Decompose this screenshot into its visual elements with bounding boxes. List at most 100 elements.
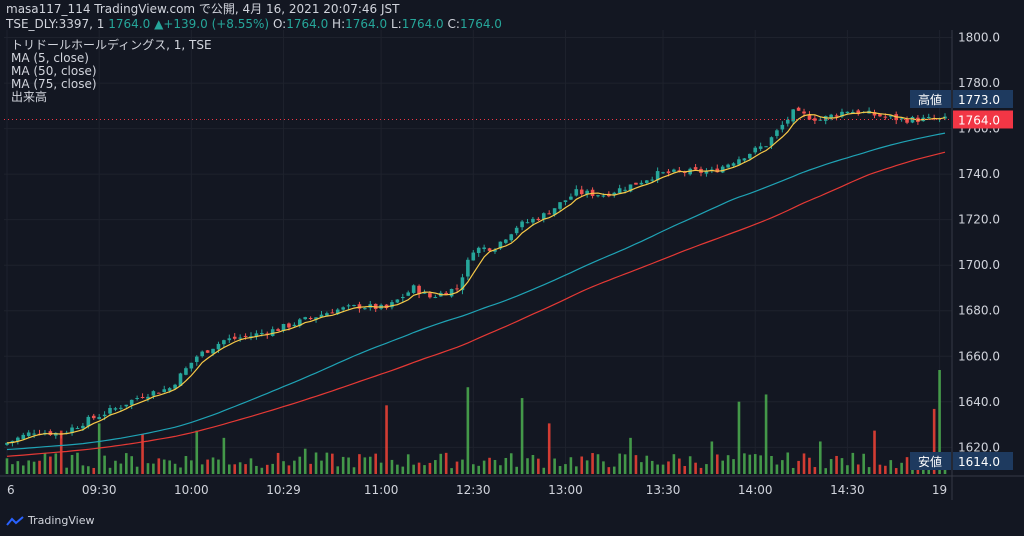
candle-body xyxy=(672,169,676,172)
legend-ma5[interactable]: MA (5, close) xyxy=(11,51,89,65)
candle-body xyxy=(466,259,470,277)
low-badge-label-bg xyxy=(910,452,951,470)
candle-body xyxy=(905,118,909,123)
volume-bar xyxy=(504,457,508,474)
volume-bar xyxy=(558,466,562,474)
candle-body xyxy=(194,356,199,362)
candle-body xyxy=(238,337,242,339)
candle-body xyxy=(444,292,448,296)
candle-body xyxy=(775,130,779,136)
volume-bar xyxy=(157,458,161,474)
volume-bar xyxy=(16,461,20,474)
y-tick-label: 1800.0 xyxy=(958,31,1000,45)
volume-bar xyxy=(629,437,632,474)
candle-body xyxy=(840,111,844,117)
volume-bar xyxy=(575,466,578,474)
volume-bar xyxy=(97,423,101,474)
y-tick-label: 1740.0 xyxy=(958,167,1000,181)
volume-bar xyxy=(894,468,898,474)
candle-body xyxy=(569,196,573,200)
legend-ma75[interactable]: MA (75, close) xyxy=(11,77,97,91)
volume-bar xyxy=(200,464,204,474)
volume-bar xyxy=(444,452,448,474)
volume-bar xyxy=(390,459,394,474)
volume-bar xyxy=(471,464,475,474)
x-tick-label: 14:30 xyxy=(830,483,865,497)
volume-bar xyxy=(922,467,925,474)
candle-body xyxy=(75,427,80,429)
o-label: O: xyxy=(272,17,287,31)
x-tick-label: 10:29 xyxy=(266,483,301,497)
volume-bar xyxy=(862,453,865,474)
volume-bar xyxy=(124,453,128,474)
candle-body xyxy=(476,247,481,253)
legend-volume[interactable]: 出来高 xyxy=(11,90,48,104)
candle-body xyxy=(146,396,150,399)
volume-bar xyxy=(591,453,594,474)
x-tick-label: 6 xyxy=(7,483,15,497)
volume-bar xyxy=(884,465,887,474)
volume-bar xyxy=(27,460,30,474)
candle-body xyxy=(737,159,741,165)
candle-body xyxy=(433,297,438,299)
y-tick-label: 1780.0 xyxy=(958,76,1000,90)
candle-body xyxy=(335,309,340,315)
candle-body xyxy=(715,168,720,173)
volume-bar xyxy=(190,460,193,474)
candle-body xyxy=(661,172,665,174)
candle-body xyxy=(32,433,36,435)
candle-body xyxy=(363,308,367,310)
candle-body xyxy=(205,350,210,353)
low-badge-value: 1614.0 xyxy=(958,455,1000,469)
candle-body xyxy=(211,348,215,354)
candle-body xyxy=(417,285,421,295)
volume-bar xyxy=(911,467,914,474)
volume-bar xyxy=(282,461,285,474)
volume-bar xyxy=(640,462,643,474)
volume-bar xyxy=(211,457,215,474)
volume-bar xyxy=(428,462,432,474)
candle-body xyxy=(601,195,606,197)
volume-bar xyxy=(406,454,410,474)
candle-body xyxy=(883,116,888,118)
candle-body xyxy=(16,437,20,442)
candle-body xyxy=(493,250,497,252)
volume-bar xyxy=(553,458,556,474)
candle-body xyxy=(222,340,226,345)
candle-body xyxy=(325,313,329,316)
volume-bar xyxy=(781,460,784,474)
volume-bar xyxy=(363,457,367,474)
symbol-label: TSE_DLY:3397, 1 xyxy=(6,17,105,31)
candle-body xyxy=(357,304,362,309)
volume-bar xyxy=(184,456,188,474)
candle-body xyxy=(297,319,302,326)
up-arrow-icon: ▲ xyxy=(154,17,164,31)
tradingview-logo[interactable]: TradingView xyxy=(6,514,94,527)
candle-body xyxy=(878,114,882,117)
volume-bar xyxy=(802,453,806,474)
candle-body xyxy=(276,329,280,331)
candle-body xyxy=(769,137,774,146)
candle-body xyxy=(113,408,118,410)
volume-bar xyxy=(547,423,551,474)
candle-body xyxy=(753,147,758,153)
volume-bar xyxy=(222,437,226,474)
candle-body xyxy=(97,417,101,420)
candle-body xyxy=(796,107,801,111)
legend-ma50[interactable]: MA (50, close) xyxy=(11,64,97,78)
volume-bar xyxy=(244,464,247,474)
candle-body xyxy=(70,427,74,434)
candle-body xyxy=(260,333,264,335)
candle-body xyxy=(406,292,411,296)
candle-body xyxy=(428,293,432,298)
volume-bar xyxy=(873,430,876,474)
candle-body xyxy=(780,124,785,130)
volume-bar xyxy=(770,456,773,474)
candle-body xyxy=(184,368,188,375)
volume-bar xyxy=(905,457,909,474)
last-value: 1764.0 xyxy=(108,17,151,31)
volume-bar xyxy=(851,452,855,474)
candle-body xyxy=(292,324,297,327)
volume-bar xyxy=(293,460,296,474)
